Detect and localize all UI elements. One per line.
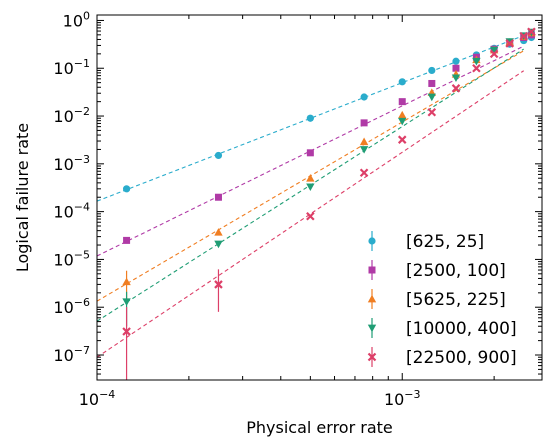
legend-label: [22500, 900] xyxy=(406,348,517,368)
data-point-series-4 xyxy=(473,65,480,72)
y-axis-label: Logical failure rate xyxy=(13,123,32,272)
data-point-series-0 xyxy=(307,115,314,122)
legend-marker xyxy=(368,325,376,333)
legend-label: [5625, 225] xyxy=(406,290,506,310)
legend-label: [10000, 400] xyxy=(406,319,517,339)
legend-marker xyxy=(368,295,376,303)
x-tick-label: 10−3 xyxy=(384,388,421,409)
legend-marker xyxy=(369,267,376,274)
data-points xyxy=(122,28,535,335)
data-point-series-3 xyxy=(360,146,368,154)
data-point-series-1 xyxy=(399,98,406,105)
data-point-series-0 xyxy=(123,185,130,192)
data-point-series-2 xyxy=(306,174,314,182)
data-point-series-1 xyxy=(361,119,368,126)
y-tick-label: 10−1 xyxy=(53,57,90,78)
legend: [625, 25] [2500, 100] [5625, 225] [10000, 4… xyxy=(368,231,517,368)
x-axis-label: Physical error rate xyxy=(246,418,393,437)
x-tick-label: 10−4 xyxy=(79,388,116,409)
legend-marker xyxy=(368,237,375,244)
y-tick-label: 10−2 xyxy=(53,105,90,126)
data-point-series-3 xyxy=(428,94,436,102)
y-tick-label: 10−6 xyxy=(53,296,90,317)
data-point-series-0 xyxy=(428,67,435,74)
data-point-series-2 xyxy=(398,111,406,119)
data-point-series-0 xyxy=(361,93,368,100)
y-tick-label: 10−4 xyxy=(53,201,90,222)
legend-label: [625, 25] xyxy=(406,232,484,252)
legend-label: [2500, 100] xyxy=(406,261,506,281)
fit-line-series-4 xyxy=(97,71,524,358)
fit-line-series-0 xyxy=(97,32,534,202)
error-bars xyxy=(127,269,219,380)
data-point-series-1 xyxy=(428,80,435,87)
data-point-series-2 xyxy=(122,278,130,286)
data-point-series-3 xyxy=(214,241,222,249)
data-point-series-4 xyxy=(428,109,435,116)
data-point-series-3 xyxy=(452,74,460,82)
data-point-series-1 xyxy=(215,194,222,201)
y-tick-label: 10−3 xyxy=(53,153,90,174)
data-point-series-2 xyxy=(360,138,368,146)
data-point-series-2 xyxy=(214,228,222,236)
data-point-series-0 xyxy=(399,78,406,85)
y-tick-label: 10−7 xyxy=(53,344,90,365)
y-tick-label: 10−5 xyxy=(53,248,90,269)
data-point-series-0 xyxy=(452,58,459,65)
data-point-series-1 xyxy=(307,149,314,156)
data-point-series-3 xyxy=(306,183,314,191)
y-tick-label: 100 xyxy=(63,9,90,30)
data-point-series-4 xyxy=(399,136,406,143)
data-point-series-4 xyxy=(361,169,368,176)
data-point-series-1 xyxy=(123,237,130,244)
data-point-series-0 xyxy=(215,152,222,159)
